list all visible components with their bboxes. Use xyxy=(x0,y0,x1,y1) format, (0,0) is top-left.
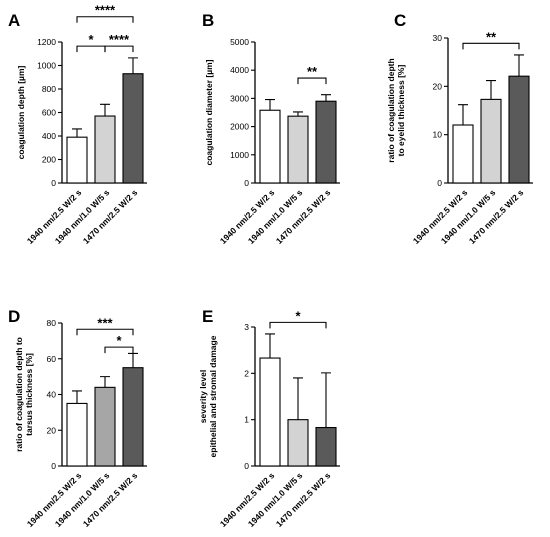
significance-bracket xyxy=(104,346,134,354)
y-tick-label: 20 xyxy=(47,425,57,435)
bar xyxy=(452,124,474,184)
error-bar xyxy=(100,376,110,388)
y-tick-label: 400 xyxy=(42,131,56,141)
y-tick-label: 0 xyxy=(51,178,56,188)
y-tick-label: 1 xyxy=(244,415,249,425)
error-bar xyxy=(128,57,138,74)
panel-letter: E xyxy=(202,307,213,326)
significance-label: **** xyxy=(109,32,130,47)
y-axis-label: epithelial and stromal damage xyxy=(208,335,218,457)
error-bar xyxy=(293,111,303,117)
y-tick-label: 0 xyxy=(244,178,249,188)
error-bar xyxy=(128,352,138,368)
error-bar xyxy=(265,333,275,359)
significance-label: ** xyxy=(486,29,497,44)
y-tick-label: 2 xyxy=(244,368,249,378)
panel-a: A 0 200 400 600 800 1000 1200 coagulation depth … xyxy=(8,3,147,246)
y-tick-label: 4000 xyxy=(230,65,249,75)
y-tick-label: 600 xyxy=(42,108,56,118)
y-axis-label: severity level xyxy=(198,370,208,423)
y-tick-label: 800 xyxy=(42,84,56,94)
error-bar xyxy=(514,54,524,77)
panel-b: B 0 1000 2000 3000 4000 5000 coagulation diamet… xyxy=(202,11,340,246)
panel-d: D 0 20 40 60 80 ratio of coagulation depth to t… xyxy=(8,307,147,529)
error-bar xyxy=(486,79,496,100)
y-axis-label: ratio of coagulation depth to xyxy=(14,337,24,452)
panel-letter: C xyxy=(394,11,406,30)
bar xyxy=(287,419,309,467)
y-tick-label: 60 xyxy=(47,354,57,364)
y-axis-label: tarsus thickness [%] xyxy=(24,353,34,436)
bar xyxy=(122,73,144,184)
y-axis-label: coagulation depth [µm] xyxy=(16,65,26,159)
y-tick-label: 1000 xyxy=(230,150,249,160)
error-bar xyxy=(321,372,331,428)
bar xyxy=(94,115,116,184)
bar xyxy=(315,100,337,184)
y-tick-label: 3000 xyxy=(230,93,249,103)
error-bar xyxy=(458,104,468,125)
y-tick-label: 80 xyxy=(47,318,57,328)
significance-label: *** xyxy=(97,315,113,330)
panel-e: E 0 1 2 3 severity level epithelial and stroma… xyxy=(198,307,340,529)
y-tick-label: 0 xyxy=(244,461,249,471)
y-axis-label: to eyelid thickness [%] xyxy=(396,65,406,157)
bar xyxy=(66,402,88,467)
significance-label: ** xyxy=(307,64,318,79)
y-tick-label: 200 xyxy=(42,155,56,165)
bar xyxy=(508,75,530,184)
significance-bracket xyxy=(462,42,520,50)
panel-c: C 0 10 20 30 ratio of coagulation depth to eye… xyxy=(386,11,533,246)
significance-label: * xyxy=(295,308,301,323)
y-axis-label: ratio of coagulation depth xyxy=(386,58,396,162)
error-bar xyxy=(72,390,82,404)
y-tick-label: 0 xyxy=(51,461,56,471)
significance-bracket xyxy=(104,45,134,53)
significance-bracket xyxy=(76,328,134,336)
y-tick-label: 2000 xyxy=(230,122,249,132)
significance-label: **** xyxy=(95,3,116,18)
significance-bracket xyxy=(269,321,327,329)
error-bar xyxy=(72,128,82,138)
bar xyxy=(315,426,337,467)
category-label: 1470 nm/2.5 W/2 s xyxy=(274,470,333,529)
panel-letter: B xyxy=(202,11,214,30)
significance-label: * xyxy=(116,333,122,348)
category-label: 1470 nm/2.5 W/2 s xyxy=(467,187,526,246)
y-tick-label: 20 xyxy=(433,81,443,91)
error-bar xyxy=(293,377,303,420)
y-tick-label: 10 xyxy=(433,130,443,140)
y-tick-label: 1200 xyxy=(37,37,56,47)
bar xyxy=(94,386,116,467)
y-tick-label: 0 xyxy=(437,178,442,188)
bar xyxy=(480,98,502,184)
error-bar xyxy=(100,103,110,117)
bar xyxy=(259,109,281,184)
panel-letter: D xyxy=(8,307,20,326)
significance-bracket xyxy=(76,16,134,23)
y-tick-label: 5000 xyxy=(230,37,249,47)
significance-label: * xyxy=(88,32,94,47)
y-tick-label: 40 xyxy=(47,390,57,400)
bar xyxy=(122,367,144,467)
y-tick-label: 1000 xyxy=(37,61,56,71)
error-bar xyxy=(321,94,331,102)
bar xyxy=(287,115,309,184)
category-label: 1470 nm/2.5 W/2 s xyxy=(81,187,140,246)
y-tick-label: 3 xyxy=(244,322,249,332)
significance-bracket xyxy=(297,77,327,85)
error-bar xyxy=(265,98,275,111)
panel-letter: A xyxy=(8,11,20,30)
bar xyxy=(259,357,281,467)
y-axis-label: coagulation diameter [µm] xyxy=(204,59,214,165)
y-tick-label: 30 xyxy=(433,33,443,43)
bar xyxy=(66,136,88,184)
category-label: 1470 nm/2.5 W/2 s xyxy=(81,470,140,529)
category-label: 1470 nm/2.5 W/2 s xyxy=(274,187,333,246)
